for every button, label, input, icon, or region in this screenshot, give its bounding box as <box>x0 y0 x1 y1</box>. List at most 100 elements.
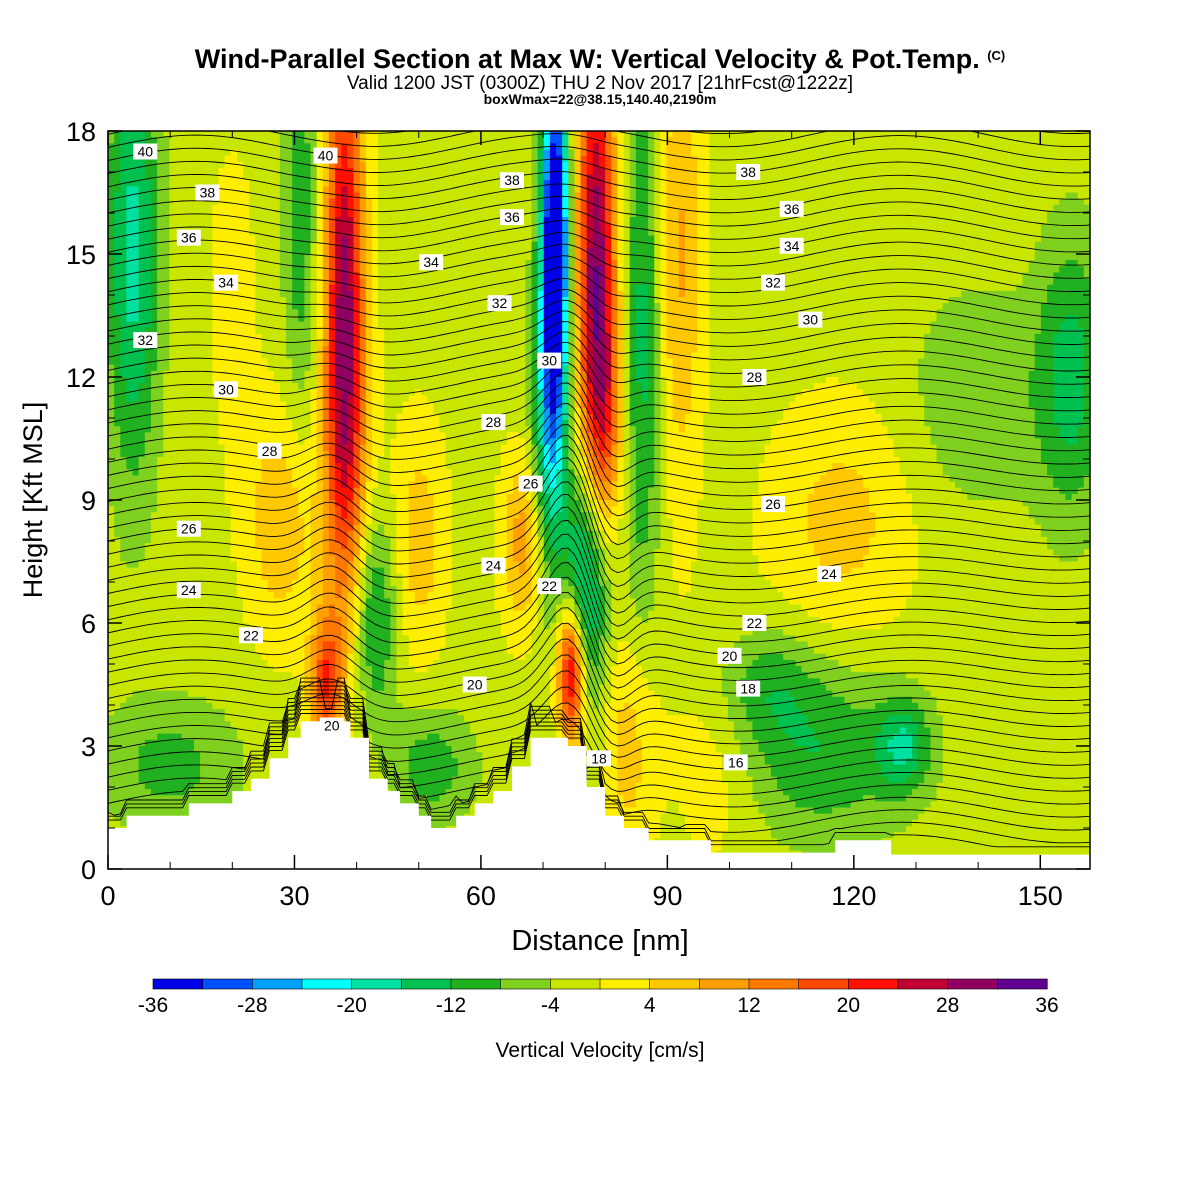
w-cell <box>985 260 993 267</box>
w-cell <box>445 235 453 243</box>
w-cell <box>997 241 1005 249</box>
w-cell <box>948 309 956 317</box>
w-cell <box>936 155 944 163</box>
w-cell <box>470 278 477 286</box>
w-cell <box>1022 272 1030 280</box>
w-cell <box>1010 210 1017 218</box>
w-cell <box>230 309 238 317</box>
w-cell <box>120 278 128 286</box>
w-cell <box>322 217 330 224</box>
w-cell <box>236 167 244 175</box>
w-cell <box>580 272 588 280</box>
w-cell <box>985 278 993 286</box>
w-cell <box>347 297 355 304</box>
w-cell <box>157 174 164 181</box>
w-cell <box>150 167 158 175</box>
w-cell <box>930 297 938 304</box>
w-cell <box>433 143 441 151</box>
w-cell <box>371 266 379 274</box>
w-cell <box>304 204 312 212</box>
w-cell <box>727 180 735 187</box>
w-cell <box>629 290 637 298</box>
w-cell <box>157 297 164 304</box>
w-cell <box>230 198 238 206</box>
w-cell <box>746 297 754 304</box>
w-cell <box>918 223 925 230</box>
w-cell <box>666 161 674 169</box>
w-cell <box>126 241 134 249</box>
w-cell <box>298 254 305 261</box>
w-cell <box>1053 241 1060 249</box>
w-cell <box>562 260 569 267</box>
w-cell <box>672 254 680 261</box>
w-cell <box>678 266 686 274</box>
w-cell <box>832 217 839 224</box>
w-cell <box>390 149 398 157</box>
w-cell <box>721 137 729 144</box>
w-cell <box>709 155 717 163</box>
w-cell <box>525 247 533 255</box>
w-cell <box>384 217 391 224</box>
w-cell <box>592 272 600 280</box>
w-cell <box>378 309 385 317</box>
w-cell <box>476 137 483 144</box>
w-cell <box>605 309 612 317</box>
w-cell <box>230 315 238 323</box>
w-cell <box>230 241 238 249</box>
w-cell <box>912 204 919 212</box>
w-cell <box>641 272 649 280</box>
w-cell <box>1040 278 1048 286</box>
w-cell <box>678 315 686 323</box>
w-cell <box>623 186 631 194</box>
w-cell <box>734 223 741 230</box>
w-cell <box>954 174 962 181</box>
w-cell <box>353 229 361 237</box>
w-cell <box>869 131 876 138</box>
w-cell <box>463 247 471 255</box>
w-cell <box>421 192 428 200</box>
w-cell <box>433 309 441 317</box>
w-cell <box>126 137 134 144</box>
w-cell <box>672 180 680 187</box>
w-cell <box>979 309 987 317</box>
w-cell <box>408 204 416 212</box>
w-cell <box>408 315 416 323</box>
w-cell <box>967 297 974 304</box>
w-cell <box>108 241 115 249</box>
w-cell <box>813 241 821 249</box>
w-cell <box>1059 198 1067 206</box>
w-cell <box>856 235 864 243</box>
w-cell <box>390 290 398 298</box>
w-cell <box>905 254 913 261</box>
w-cell <box>826 192 833 200</box>
w-cell <box>1077 309 1085 317</box>
w-cell <box>414 149 422 157</box>
w-cell <box>108 186 115 194</box>
w-cell <box>899 223 907 230</box>
w-cell <box>298 309 305 317</box>
w-cell <box>629 254 637 261</box>
w-cell <box>341 315 348 323</box>
w-cell <box>249 180 256 187</box>
w-cell <box>1040 266 1048 274</box>
w-cell <box>580 155 588 163</box>
w-cell <box>212 223 220 230</box>
w-cell <box>776 290 784 298</box>
w-cell <box>961 223 968 230</box>
w-cell <box>114 284 121 292</box>
w-cell <box>298 321 305 329</box>
w-cell <box>684 315 692 323</box>
w-cell <box>200 131 207 138</box>
w-cell <box>599 186 606 194</box>
w-cell <box>985 284 993 292</box>
w-cell <box>421 241 428 249</box>
w-cell <box>764 266 772 274</box>
w-cell <box>236 198 244 206</box>
w-cell <box>212 290 220 298</box>
w-cell <box>132 161 140 169</box>
w-cell <box>948 223 956 230</box>
w-cell <box>224 315 232 323</box>
w-cell <box>1077 204 1085 212</box>
w-cell <box>936 149 944 157</box>
w-cell <box>703 278 711 286</box>
